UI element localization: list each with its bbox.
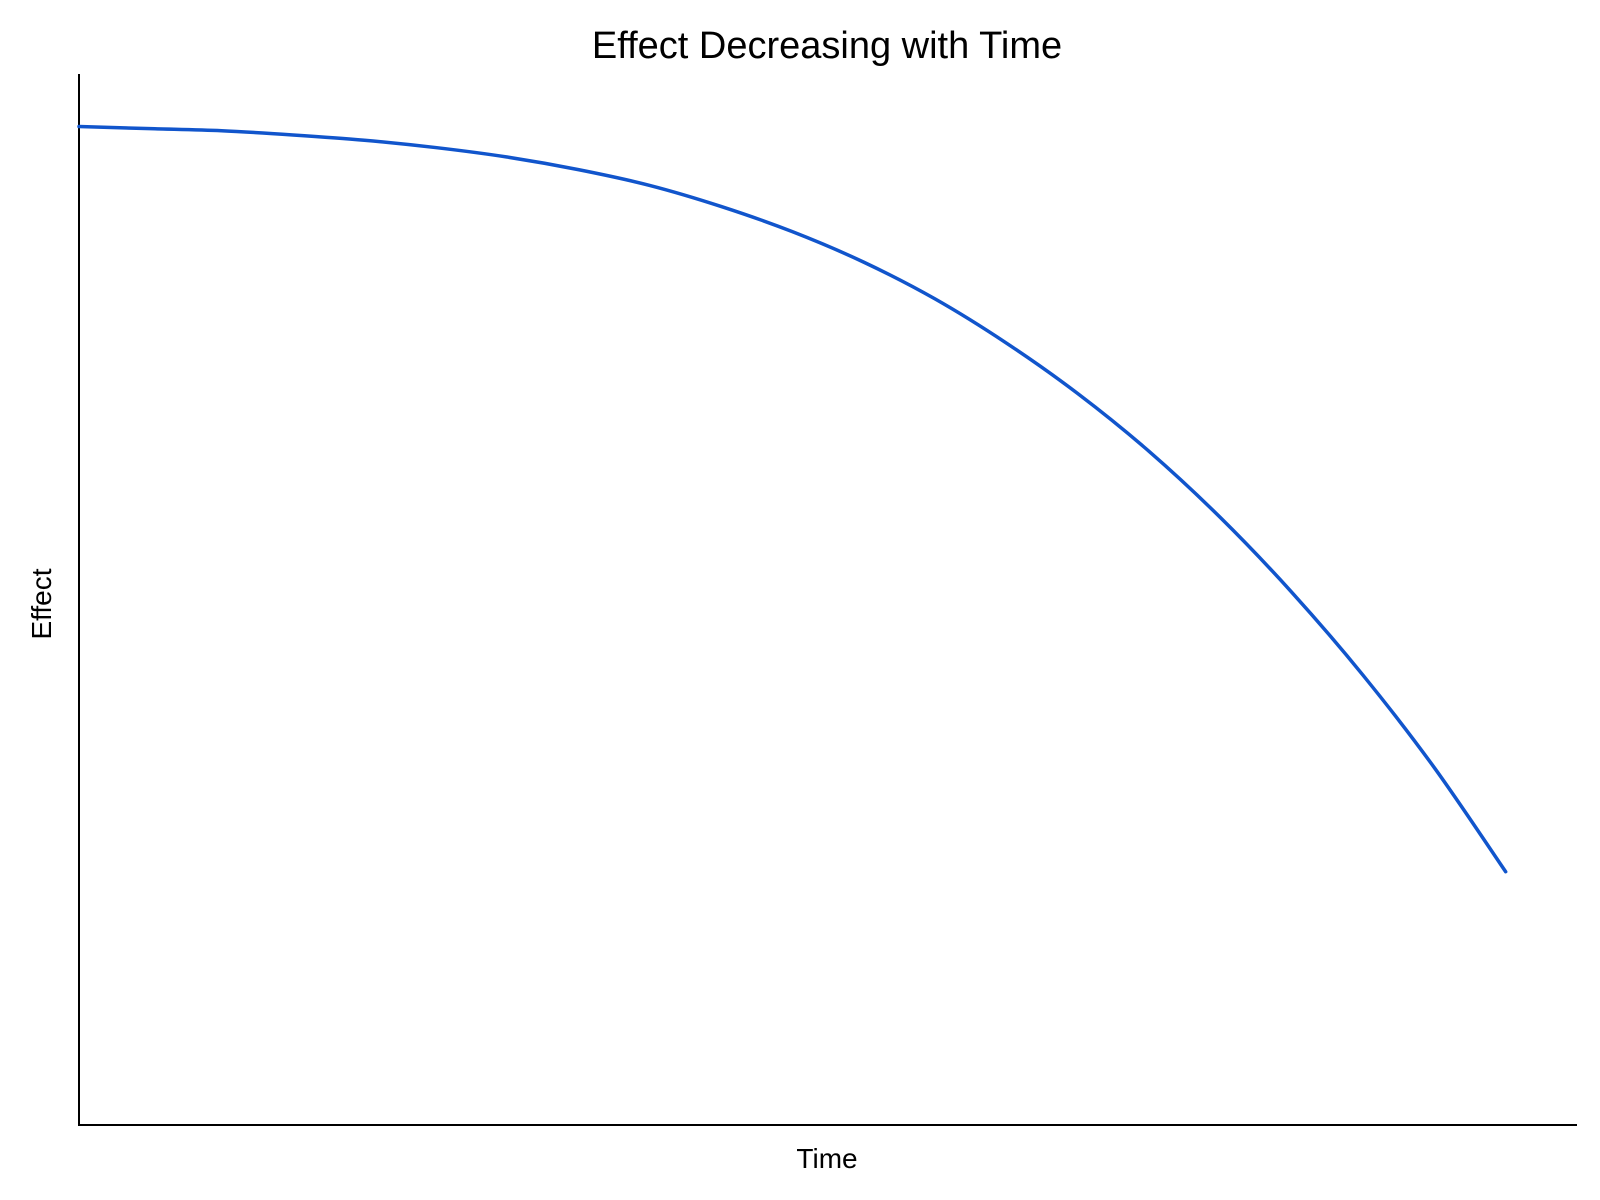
y-axis-label: Effect — [26, 568, 57, 639]
chart-title: Effect Decreasing with Time — [592, 25, 1062, 67]
series-line-0 — [77, 124, 1508, 874]
series-group — [77, 124, 1508, 874]
x-axis-label: Time — [796, 1143, 857, 1174]
